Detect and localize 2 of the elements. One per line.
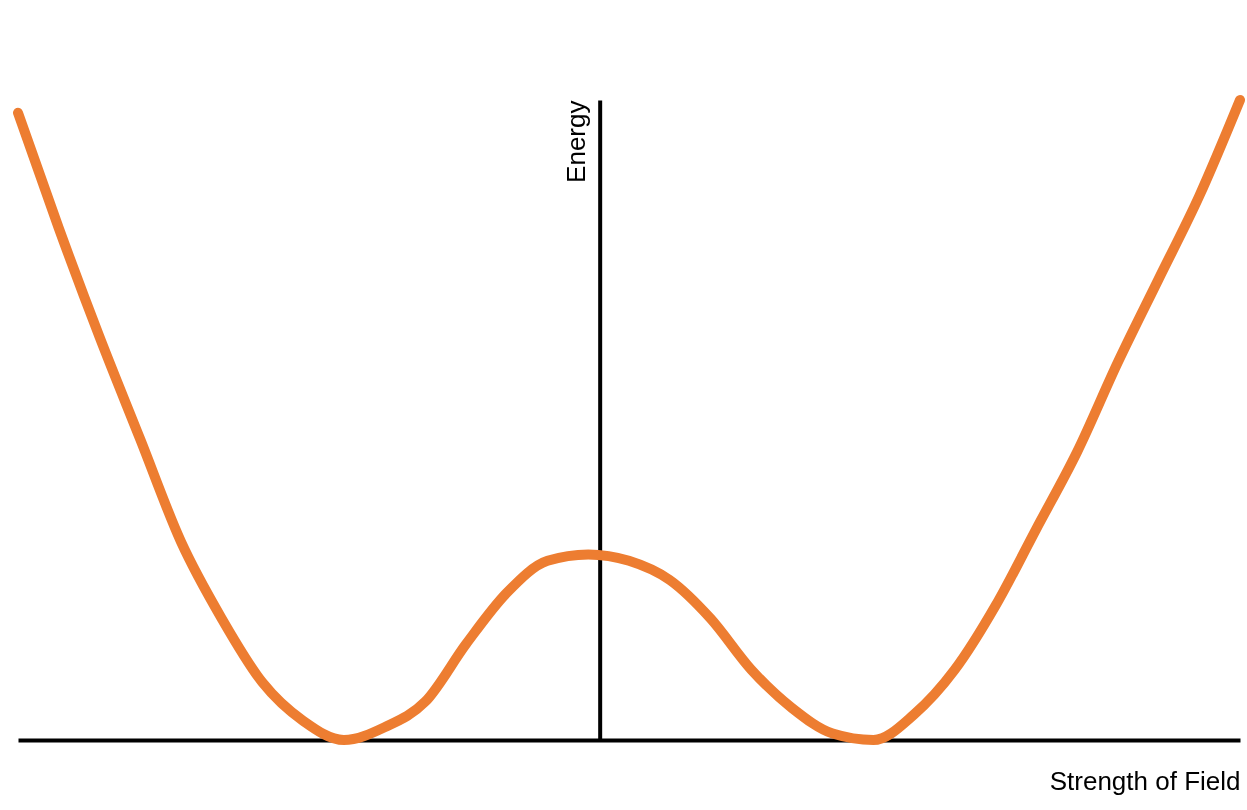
- x-axis-title: Strength of Field: [1049, 765, 1241, 796]
- y-axis-title: Energy: [561, 100, 592, 183]
